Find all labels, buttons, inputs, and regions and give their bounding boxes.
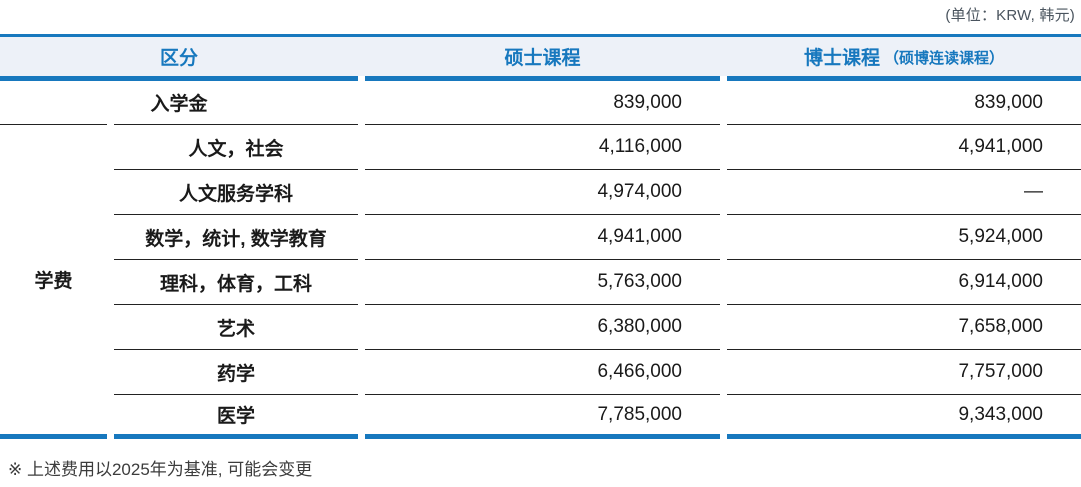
row-label: 数学，统计, 数学教育 [114,214,358,259]
doctor-fee-value: 4,941,000 [727,124,1081,169]
doctor-fee-value: — [727,169,1081,214]
row-label: 人文，社会 [114,124,358,169]
row-label: 人文服务学科 [114,169,358,214]
master-fee-value: 7,785,000 [365,394,720,439]
master-fee-value: 5,763,000 [365,259,720,304]
doctor-fee-value: 839,000 [974,91,1043,113]
row-label: 艺术 [114,304,358,349]
header-doctor-program: 博士课程 （硕博连读课程） [727,37,1081,81]
header-background [0,37,1081,76]
row-label: 理科，体育，工科 [114,259,358,304]
row-label: 医学 [114,394,358,439]
tuition-table: 区分 硕士课程 博士课程 （硕博连读课程） 入学金 839,000 839,000 学… [0,34,1081,439]
header-doctor-sublabel: （硕博连读课程） [884,50,1005,67]
group-label: 学费 [0,124,107,439]
header-category: 区分 [0,37,358,81]
footnote: ※ 上述费用以2025年为基准, 可能会变更 [8,460,313,479]
row-label: 入学金 [150,94,208,115]
master-fee-value: 6,380,000 [365,304,720,349]
doctor-fee-value: 5,924,000 [727,214,1081,259]
doctor-fee-value: 6,914,000 [727,259,1081,304]
doctor-fee-value: 9,343,000 [727,394,1081,439]
header-master-label: 硕士课程 [504,48,581,69]
header-category-label: 区分 [159,48,198,69]
master-fee-value: 839,000 [613,91,682,113]
master-fee-value: 4,941,000 [365,214,720,259]
doctor-fee-value: 7,658,000 [727,304,1081,349]
unit-note: (单位：KRW, 韩元) [945,7,1075,24]
master-fee-value: 4,974,000 [365,169,720,214]
master-fee-value: 6,466,000 [365,349,720,394]
header-master-program: 硕士课程 [365,37,720,81]
master-fee-value: 4,116,000 [365,124,720,169]
row-label: 药学 [114,349,358,394]
doctor-fee-value: 7,757,000 [727,349,1081,394]
header-doctor-label: 博士课程 [803,48,880,69]
